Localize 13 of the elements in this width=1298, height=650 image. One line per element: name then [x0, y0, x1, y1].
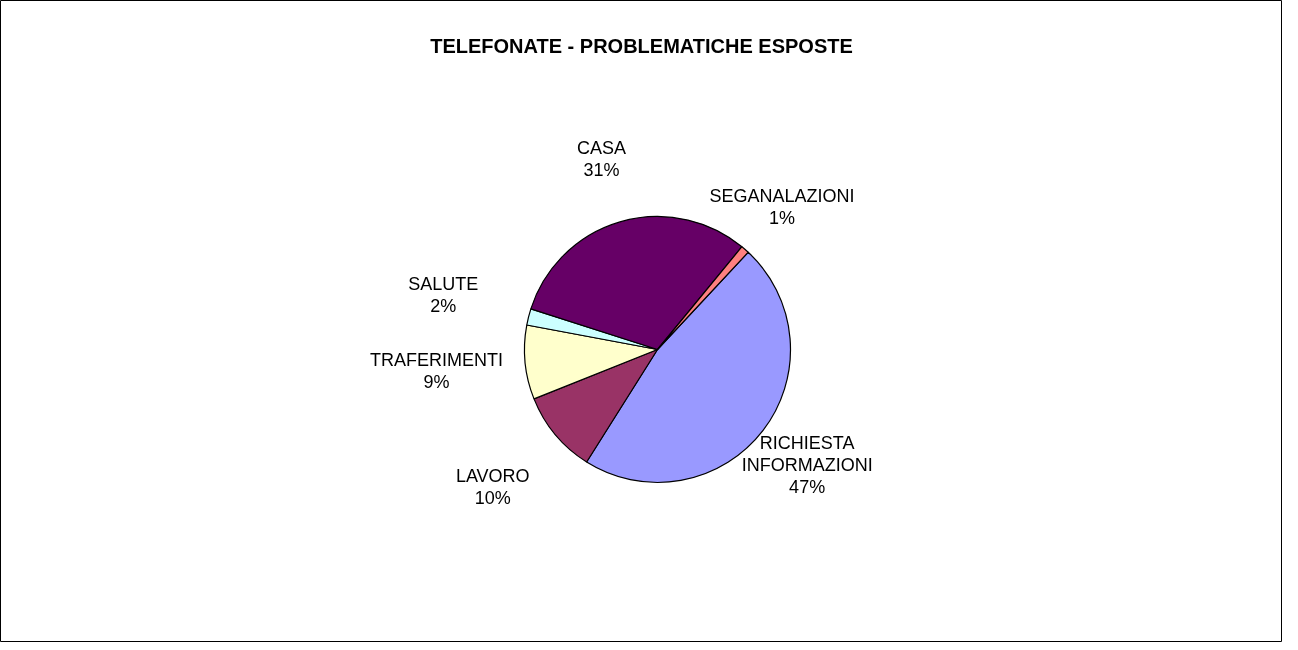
data-label: 1%	[768, 208, 795, 229]
chart-title: TELEFONATE - PROBLEMATICHE ESPOSTE	[430, 34, 853, 57]
data-label: 10%	[474, 487, 511, 508]
slice-label: RICHIESTA INFORMAZIONI	[741, 432, 873, 475]
slice-label: LAVORO	[455, 465, 530, 486]
slice-label: TRAFERIMENTI	[370, 350, 504, 371]
data-label: 47%	[789, 476, 826, 497]
data-label: 9%	[423, 372, 450, 393]
slice-label: SALUTE	[408, 274, 479, 295]
slice-label: SEGANALAZIONI	[709, 186, 855, 207]
slice-label: CASA	[577, 138, 627, 159]
data-label: 2%	[430, 296, 457, 317]
data-label: 31%	[583, 160, 620, 181]
